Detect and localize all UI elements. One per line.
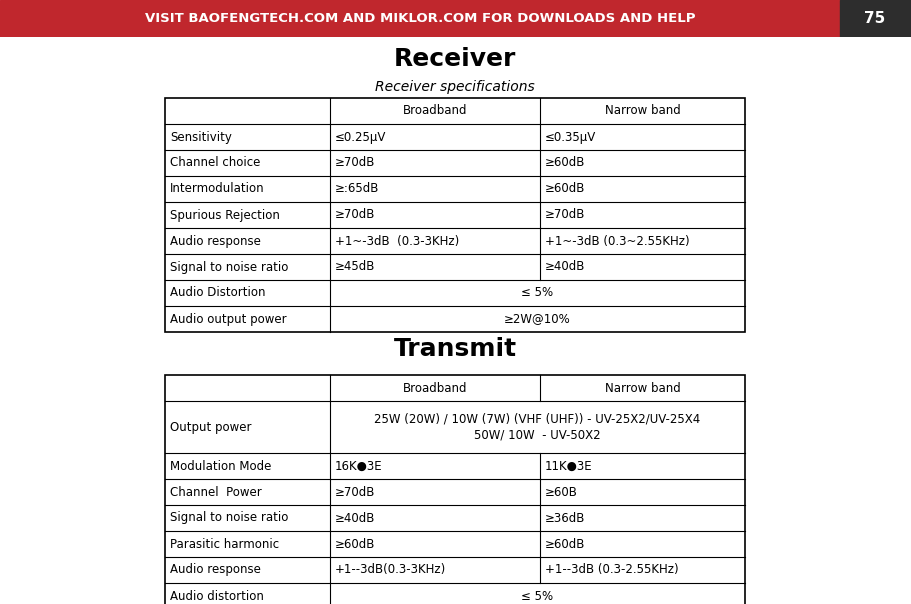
- Text: Receiver: Receiver: [394, 47, 517, 71]
- Text: +1--3dB (0.3-2.55KHz): +1--3dB (0.3-2.55KHz): [545, 564, 679, 576]
- Text: Signal to noise ratio: Signal to noise ratio: [170, 512, 289, 524]
- Text: ≥60dB: ≥60dB: [545, 182, 586, 196]
- Text: +1--3dB(0.3-3KHz): +1--3dB(0.3-3KHz): [335, 564, 446, 576]
- Text: ≥60B: ≥60B: [545, 486, 578, 498]
- Text: ≥60dB: ≥60dB: [545, 156, 586, 170]
- Text: ≥70dB: ≥70dB: [335, 486, 375, 498]
- Text: Audio distortion: Audio distortion: [170, 590, 264, 603]
- Text: ≥40dB: ≥40dB: [335, 512, 375, 524]
- Text: ≥60dB: ≥60dB: [335, 538, 375, 550]
- Bar: [165, 375, 745, 604]
- Text: Intermodulation: Intermodulation: [170, 182, 264, 196]
- Text: ≥2W@10%: ≥2W@10%: [504, 312, 571, 326]
- Text: 25W (20W) / 10W (7W) (VHF (UHF)) - UV-25X2/UV-25X4
50W/ 10W  - UV-50X2: 25W (20W) / 10W (7W) (VHF (UHF)) - UV-25…: [374, 413, 701, 441]
- Text: Signal to noise ratio: Signal to noise ratio: [170, 260, 289, 274]
- Text: 11K●3E: 11K●3E: [545, 460, 593, 472]
- Text: Audio response: Audio response: [170, 234, 261, 248]
- Text: Receiver specifications: Receiver specifications: [375, 80, 535, 94]
- Text: 75: 75: [865, 11, 885, 26]
- Text: VISIT BAOFENGTECH.COM AND MIKLOR.COM FOR DOWNLOADS AND HELP: VISIT BAOFENGTECH.COM AND MIKLOR.COM FOR…: [145, 12, 695, 25]
- Text: Parasitic harmonic: Parasitic harmonic: [170, 538, 279, 550]
- Text: ≥:65dB: ≥:65dB: [335, 182, 379, 196]
- Text: ≥45dB: ≥45dB: [335, 260, 375, 274]
- Text: ≥36dB: ≥36dB: [545, 512, 586, 524]
- Text: ≤0.35μV: ≤0.35μV: [545, 130, 597, 144]
- Text: Audio Distortion: Audio Distortion: [170, 286, 265, 300]
- Text: ≥70dB: ≥70dB: [335, 156, 375, 170]
- Text: Audio response: Audio response: [170, 564, 261, 576]
- Text: Channel  Power: Channel Power: [170, 486, 261, 498]
- Text: ≥70dB: ≥70dB: [545, 208, 586, 222]
- Text: Channel choice: Channel choice: [170, 156, 261, 170]
- Text: Broadband: Broadband: [403, 382, 467, 394]
- Text: 16K●3E: 16K●3E: [335, 460, 383, 472]
- Text: ≤ 5%: ≤ 5%: [521, 590, 554, 603]
- Text: ≥40dB: ≥40dB: [545, 260, 586, 274]
- Text: Transmit: Transmit: [394, 337, 517, 361]
- Text: Broadband: Broadband: [403, 104, 467, 118]
- Bar: [840, 0, 911, 37]
- Text: ≤ 5%: ≤ 5%: [521, 286, 554, 300]
- Text: +1~-3dB (0.3~2.55KHz): +1~-3dB (0.3~2.55KHz): [545, 234, 690, 248]
- Text: Audio output power: Audio output power: [170, 312, 287, 326]
- Text: ≥60dB: ≥60dB: [545, 538, 586, 550]
- Text: Narrow band: Narrow band: [605, 382, 681, 394]
- Text: Narrow band: Narrow band: [605, 104, 681, 118]
- Text: Modulation Mode: Modulation Mode: [170, 460, 271, 472]
- Text: ≤0.25μV: ≤0.25μV: [335, 130, 386, 144]
- Text: Sensitivity: Sensitivity: [170, 130, 232, 144]
- Bar: [165, 98, 745, 332]
- Text: ≥70dB: ≥70dB: [335, 208, 375, 222]
- Text: +1~-3dB  (0.3-3KHz): +1~-3dB (0.3-3KHz): [335, 234, 459, 248]
- Text: Output power: Output power: [170, 420, 251, 434]
- Text: Spurious Rejection: Spurious Rejection: [170, 208, 280, 222]
